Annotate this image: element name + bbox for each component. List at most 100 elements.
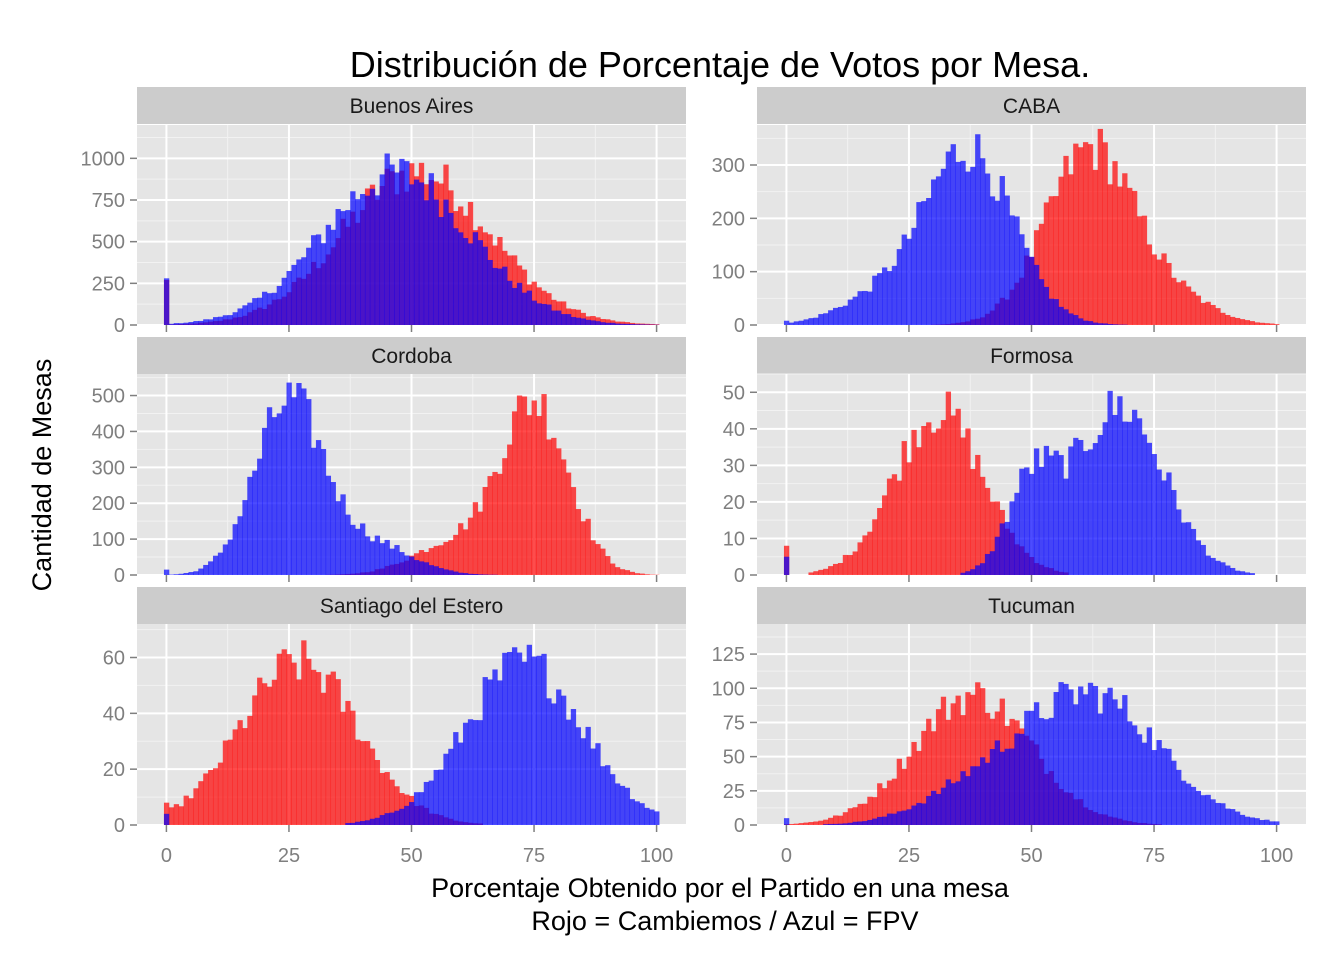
histogram-bar <box>1215 560 1221 575</box>
histogram-bar <box>891 778 898 825</box>
histogram-bar <box>315 672 322 825</box>
histogram-bar <box>886 780 893 825</box>
histogram-bar <box>163 278 170 325</box>
histogram-bar <box>965 171 971 325</box>
histogram-bar <box>984 762 991 825</box>
histogram-bar <box>1205 794 1211 825</box>
histogram-bar <box>1234 570 1241 575</box>
strip-caba <box>757 87 1306 124</box>
histogram-bar <box>168 807 175 825</box>
histogram-bar <box>911 805 917 825</box>
histogram-bar <box>595 321 601 325</box>
histogram-bar <box>926 795 932 825</box>
y-tick-label: 500 <box>92 386 125 408</box>
histogram-bar <box>271 679 278 825</box>
histogram-bar <box>413 560 420 575</box>
histogram-bar <box>994 536 1001 575</box>
histogram-bar <box>808 822 814 825</box>
y-tick-label: 300 <box>92 457 125 479</box>
histogram-bar <box>551 310 557 325</box>
histogram-bar <box>1210 799 1216 825</box>
histogram-bar <box>1053 692 1059 825</box>
y-tick-label: 0 <box>114 565 125 587</box>
histogram-bar <box>852 821 858 825</box>
histogram-bar <box>389 164 395 325</box>
histogram-bar <box>1058 306 1064 325</box>
histogram-bar <box>1112 324 1118 325</box>
histogram-bar <box>975 766 981 825</box>
histogram-bar <box>296 383 302 575</box>
strip-cordoba <box>137 337 686 374</box>
histogram-bar <box>458 572 464 575</box>
histogram-bar <box>291 662 297 825</box>
histogram-bar <box>585 518 591 575</box>
histogram-bar <box>252 470 258 575</box>
x-axis-title: Porcentaje Obtenido por el Partido en un… <box>431 873 1010 903</box>
histogram-bar <box>1264 819 1270 825</box>
histogram-bar <box>1239 571 1246 575</box>
histogram-bar <box>891 813 898 825</box>
histogram-bar <box>935 709 942 825</box>
y-tick-label: 20 <box>723 492 745 514</box>
histogram-bar <box>916 202 922 325</box>
histogram-bar <box>931 790 937 825</box>
histogram-bar <box>1092 686 1099 825</box>
histogram-bar <box>311 235 317 325</box>
histogram-bar <box>237 516 243 575</box>
histogram-bar <box>931 432 937 575</box>
histogram-bar <box>497 473 503 575</box>
histogram-bar <box>409 802 415 825</box>
histogram-bar <box>394 172 400 325</box>
histogram-bar <box>965 776 971 825</box>
histogram-bar <box>561 301 567 325</box>
histogram-bar <box>1210 557 1216 575</box>
histogram-bar <box>551 703 557 825</box>
histogram-bar <box>511 647 518 825</box>
histogram-bar <box>945 151 952 325</box>
histogram-bar <box>847 299 853 325</box>
histogram-bar <box>1107 324 1113 325</box>
histogram-bar <box>1166 748 1172 825</box>
histogram-bar <box>203 564 209 575</box>
histogram-bar <box>364 536 371 575</box>
histogram-bar <box>173 574 180 575</box>
histogram-bar <box>1102 422 1108 575</box>
histogram-bar <box>330 482 336 575</box>
histogram-bar <box>1038 718 1045 825</box>
histogram-bar <box>487 679 493 825</box>
histogram-bar <box>1078 686 1084 825</box>
histogram-bar <box>423 781 430 825</box>
histogram-bar <box>217 316 224 325</box>
histogram-bar <box>945 719 952 825</box>
histogram-bar <box>531 300 537 325</box>
histogram-bar <box>1156 259 1162 325</box>
histogram-bar <box>521 661 528 825</box>
histogram-bar <box>276 413 283 575</box>
histogram-bar <box>546 439 552 575</box>
x-tick-label: 75 <box>1143 845 1165 867</box>
histogram-bar <box>163 813 170 825</box>
histogram-bar <box>462 238 469 325</box>
histogram-bar <box>1107 390 1113 575</box>
histogram-bar <box>1249 573 1255 575</box>
histogram-bar <box>188 572 194 575</box>
histogram-bar <box>502 652 508 825</box>
histogram-bar <box>1156 740 1162 825</box>
histogram-bar <box>257 677 263 825</box>
histogram-bar <box>842 823 849 825</box>
histogram-bar <box>984 553 991 575</box>
histogram-bar <box>247 302 253 325</box>
histogram-bar <box>497 268 503 325</box>
histogram-bar <box>1053 450 1059 575</box>
histogram-bar <box>999 751 1005 825</box>
histogram-bar <box>453 732 459 825</box>
histogram-bar <box>1220 562 1226 575</box>
histogram-bar <box>374 817 381 825</box>
histogram-bar <box>916 750 922 825</box>
histogram-bar <box>232 524 238 575</box>
histogram-bar <box>325 674 332 825</box>
histogram-bar <box>945 779 952 825</box>
histogram-bar <box>916 802 922 825</box>
histogram-bar <box>911 741 917 825</box>
histogram-bar <box>472 720 479 825</box>
